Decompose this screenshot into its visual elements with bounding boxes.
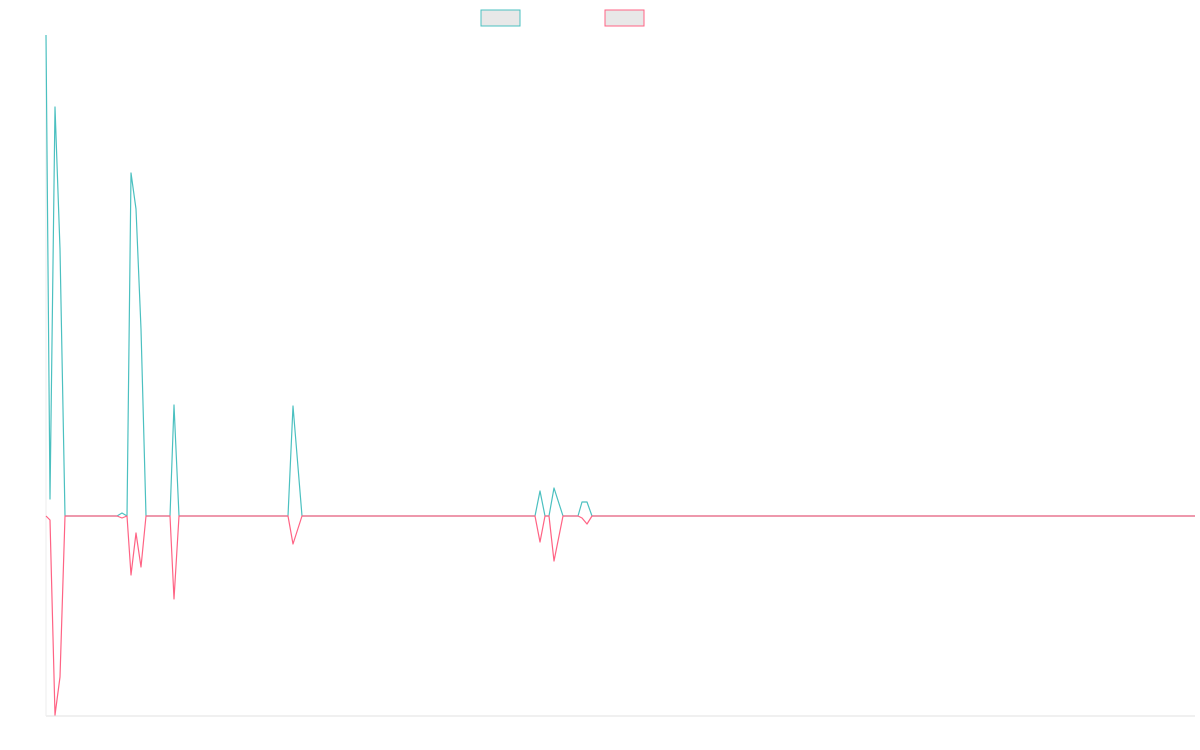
data-line (45, 34, 1195, 517)
data-line (45, 515, 1195, 716)
legend-swatch[interactable] (604, 9, 645, 27)
legend-swatch[interactable] (480, 9, 521, 27)
